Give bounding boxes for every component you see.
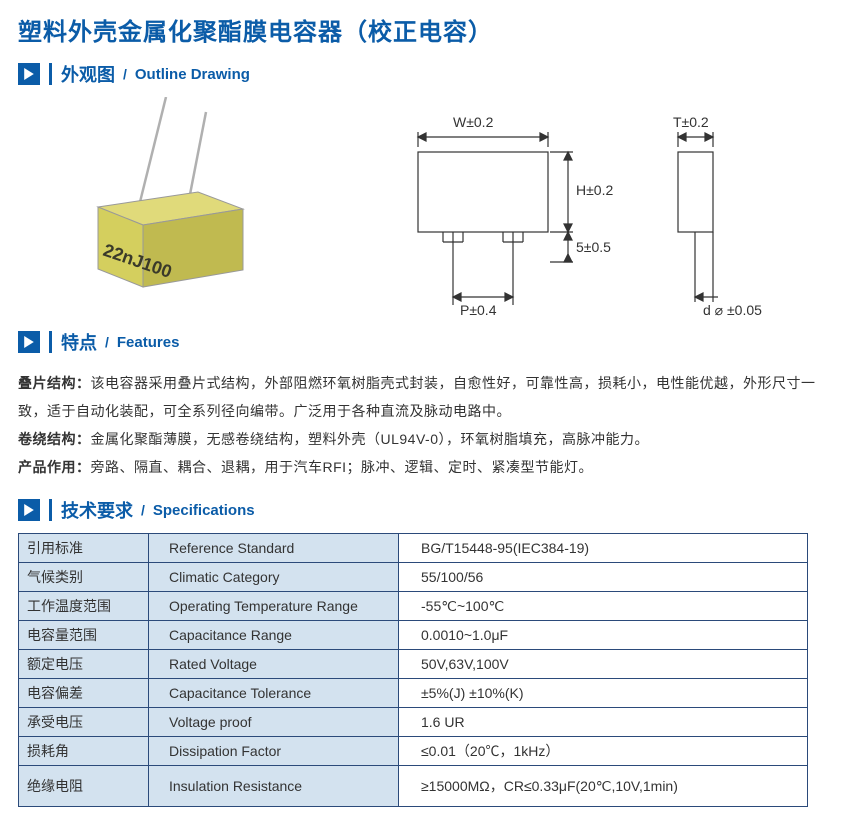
spec-cn: 引用标准 bbox=[19, 534, 149, 563]
spec-en: Reference Standard bbox=[149, 534, 399, 563]
spec-en: Capacitance Tolerance bbox=[149, 679, 399, 708]
feature-line-3: 产品作用：旁路、隔直、耦合、退耦，用于汽车RFI；脉冲、逻辑、定时、紧凑型节能灯… bbox=[18, 453, 826, 481]
spec-val: -55℃~100℃ bbox=[399, 592, 808, 621]
feature-label: 卷绕结构： bbox=[18, 431, 91, 447]
section-header-specs: 技术要求 / Specifications bbox=[18, 497, 832, 523]
feature-text: 金属化聚酯薄膜，无感卷绕结构，塑料外壳（UL94V-0），环氧树脂填充，高脉冲能… bbox=[91, 431, 649, 447]
play-icon bbox=[18, 499, 40, 521]
spec-val: ≥15000MΩ，CR≤0.33μF(20℃,10V,1min) bbox=[399, 766, 808, 807]
section-title-cn: 技术要求 bbox=[61, 497, 133, 523]
section-divider bbox=[49, 499, 52, 521]
spec-cn: 电容偏差 bbox=[19, 679, 149, 708]
svg-text:T±0.2: T±0.2 bbox=[673, 114, 709, 130]
play-icon bbox=[18, 331, 40, 353]
table-row: 气候类别Climatic Category55/100/56 bbox=[19, 563, 808, 592]
svg-text:W±0.2: W±0.2 bbox=[453, 114, 494, 130]
table-row: 额定电压Rated Voltage50V,63V,100V bbox=[19, 650, 808, 679]
spec-val: 50V,63V,100V bbox=[399, 650, 808, 679]
slash: / bbox=[141, 502, 145, 518]
slash: / bbox=[123, 66, 127, 82]
section-title-cn: 特点 bbox=[61, 329, 97, 355]
feature-text: 该电容器采用叠片式结构，外部阻燃环氧树脂壳式封装，自愈性好，可靠性高，损耗小，电… bbox=[18, 375, 816, 419]
spec-val: BG/T15448-95(IEC384-19) bbox=[399, 534, 808, 563]
table-row: 电容偏差Capacitance Tolerance±5%(J) ±10%(K) bbox=[19, 679, 808, 708]
spec-val: ≤0.01（20℃，1kHz） bbox=[399, 737, 808, 766]
spec-cn: 电容量范围 bbox=[19, 621, 149, 650]
spec-en: Insulation Resistance bbox=[149, 766, 399, 807]
spec-val: 0.0010~1.0μF bbox=[399, 621, 808, 650]
section-divider bbox=[49, 63, 52, 85]
spec-en: Capacitance Range bbox=[149, 621, 399, 650]
drawing-row: 22nJ100 W±0.2 H±0.2 5±0. bbox=[38, 97, 832, 317]
spec-en: Operating Temperature Range bbox=[149, 592, 399, 621]
spec-en: Dissipation Factor bbox=[149, 737, 399, 766]
feature-line-1: 叠片结构：该电容器采用叠片式结构，外部阻燃环氧树脂壳式封装，自愈性好，可靠性高，… bbox=[18, 369, 826, 425]
svg-text:5±0.5: 5±0.5 bbox=[576, 239, 611, 255]
table-row: 绝缘电阻Insulation Resistance≥15000MΩ，CR≤0.3… bbox=[19, 766, 808, 807]
slash: / bbox=[105, 334, 109, 350]
feature-label: 叠片结构： bbox=[18, 375, 91, 391]
spec-en: Rated Voltage bbox=[149, 650, 399, 679]
spec-val: 55/100/56 bbox=[399, 563, 808, 592]
spec-cn: 绝缘电阻 bbox=[19, 766, 149, 807]
feature-line-2: 卷绕结构：金属化聚酯薄膜，无感卷绕结构，塑料外壳（UL94V-0），环氧树脂填充… bbox=[18, 425, 826, 453]
component-3d-drawing: 22nJ100 bbox=[38, 97, 318, 307]
spec-cn: 气候类别 bbox=[19, 563, 149, 592]
features-body: 叠片结构：该电容器采用叠片式结构，外部阻燃环氧树脂壳式封装，自愈性好，可靠性高，… bbox=[18, 365, 832, 485]
section-title-en: Outline Drawing bbox=[135, 66, 250, 83]
svg-text:H±0.2: H±0.2 bbox=[576, 182, 613, 198]
section-divider bbox=[49, 331, 52, 353]
spec-en: Climatic Category bbox=[149, 563, 399, 592]
table-row: 损耗角Dissipation Factor≤0.01（20℃，1kHz） bbox=[19, 737, 808, 766]
page-title: 塑料外壳金属化聚酯膜电容器（校正电容） bbox=[18, 12, 832, 47]
table-row: 工作温度范围Operating Temperature Range-55℃~10… bbox=[19, 592, 808, 621]
section-header-features: 特点 / Features bbox=[18, 329, 832, 355]
dimensional-drawing: W±0.2 H±0.2 5±0.5 P±0.4 T±0.2 bbox=[358, 97, 778, 317]
spec-val: 1.6 UR bbox=[399, 708, 808, 737]
feature-label: 产品作用： bbox=[18, 459, 91, 475]
section-title-en: Specifications bbox=[153, 502, 255, 519]
svg-text:P±0.4: P±0.4 bbox=[460, 302, 497, 317]
spec-cn: 工作温度范围 bbox=[19, 592, 149, 621]
spec-en: Voltage proof bbox=[149, 708, 399, 737]
svg-text:d ⌀ ±0.05: d ⌀ ±0.05 bbox=[703, 302, 762, 317]
section-header-outline: 外观图 / Outline Drawing bbox=[18, 61, 832, 87]
spec-cn: 损耗角 bbox=[19, 737, 149, 766]
section-title-en: Features bbox=[117, 334, 180, 351]
table-row: 承受电压Voltage proof1.6 UR bbox=[19, 708, 808, 737]
section-title-cn: 外观图 bbox=[61, 61, 115, 87]
feature-text: 旁路、隔直、耦合、退耦，用于汽车RFI；脉冲、逻辑、定时、紧凑型节能灯。 bbox=[91, 459, 594, 475]
spec-cn: 额定电压 bbox=[19, 650, 149, 679]
table-row: 电容量范围Capacitance Range0.0010~1.0μF bbox=[19, 621, 808, 650]
spec-val: ±5%(J) ±10%(K) bbox=[399, 679, 808, 708]
spec-cn: 承受电压 bbox=[19, 708, 149, 737]
table-row: 引用标准Reference StandardBG/T15448-95(IEC38… bbox=[19, 534, 808, 563]
spec-table: 引用标准Reference StandardBG/T15448-95(IEC38… bbox=[18, 533, 808, 807]
play-icon bbox=[18, 63, 40, 85]
